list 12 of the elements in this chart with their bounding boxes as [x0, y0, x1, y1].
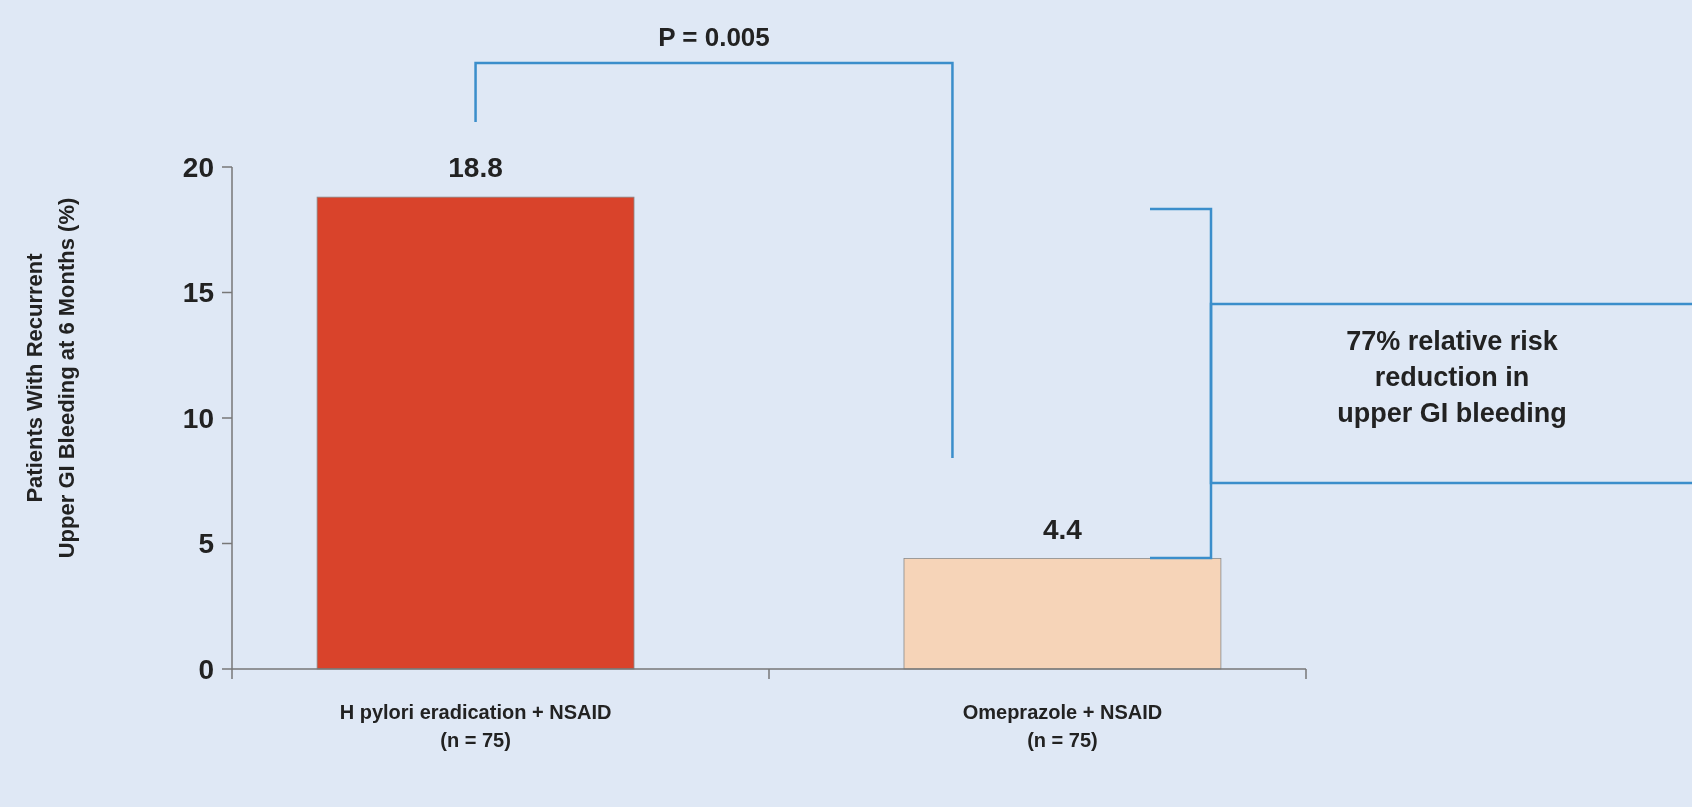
y-axis-title: Patients With Recurrent Upper GI Bleeding at 6 Months (%): [22, 197, 79, 559]
data-label: 18.8: [448, 152, 503, 184]
x-tick-label: Omeprazole + NSAID (n = 75): [962, 701, 1163, 751]
y-tick-label: 5: [198, 528, 214, 560]
text: 77% relative risk reduction in upper GI bleeding: [1337, 326, 1567, 428]
data-label: 4.4: [1042, 513, 1083, 545]
y-tick-label: 15: [182, 277, 214, 309]
text: P = 0.005: [658, 22, 770, 52]
x-tick-label: H pylori eradication + NSAID (n = 75): [339, 701, 612, 751]
y-tick-label: 10: [182, 402, 214, 434]
y-tick-label: 20: [182, 151, 214, 183]
y-tick-label: 0: [198, 653, 214, 685]
